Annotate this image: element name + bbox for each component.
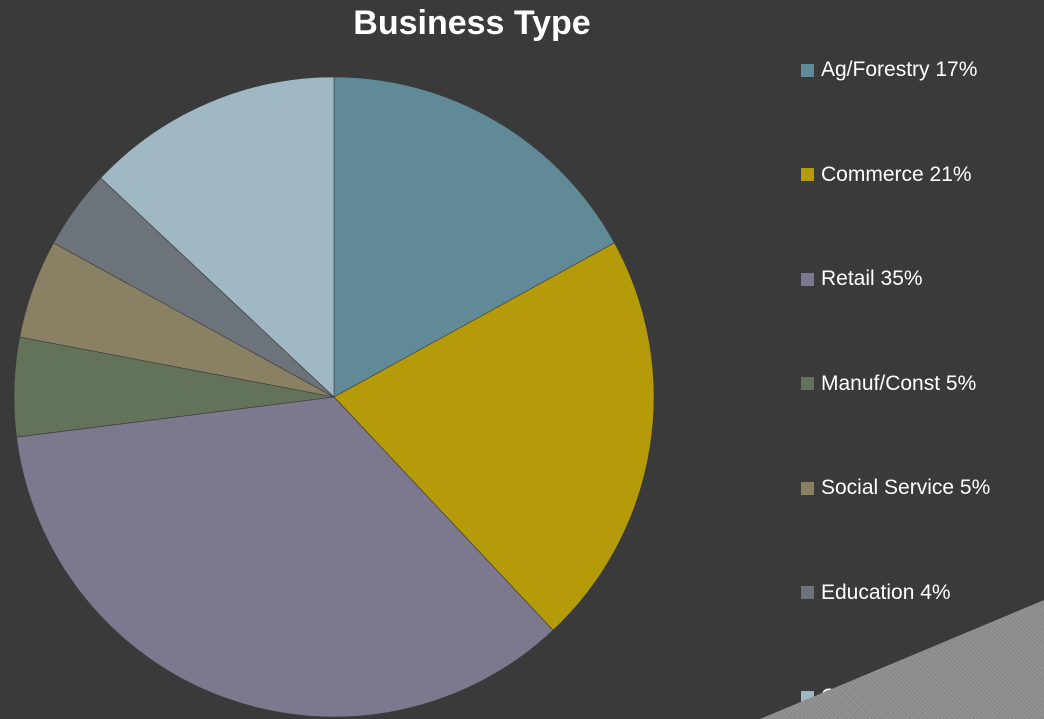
pie-slices	[14, 77, 654, 717]
chart-title: Business Type	[0, 4, 944, 43]
legend-item: Retail 35%	[801, 264, 923, 294]
legend-label: Commerce 21%	[821, 163, 972, 187]
legend-item: Commerce 21%	[801, 160, 972, 190]
legend-label: Ag/Forestry 17%	[821, 58, 977, 82]
legend-label: Manuf/Const 5%	[821, 372, 976, 396]
legend-item: Social Service 5%	[801, 473, 990, 503]
legend-item: Manuf/Const 5%	[801, 369, 976, 399]
legend-swatch	[801, 64, 814, 77]
legend-item: Ag/Forestry 17%	[801, 55, 977, 85]
legend-swatch	[801, 377, 814, 390]
legend-swatch	[801, 586, 814, 599]
legend-label: Education 4%	[821, 581, 951, 605]
legend-label: Retail 35%	[821, 267, 923, 291]
legend-item: Education 4%	[801, 578, 951, 608]
legend-swatch	[801, 273, 814, 286]
legend-swatch	[801, 168, 814, 181]
legend-label: Social Service 5%	[821, 476, 990, 500]
legend-swatch	[801, 482, 814, 495]
